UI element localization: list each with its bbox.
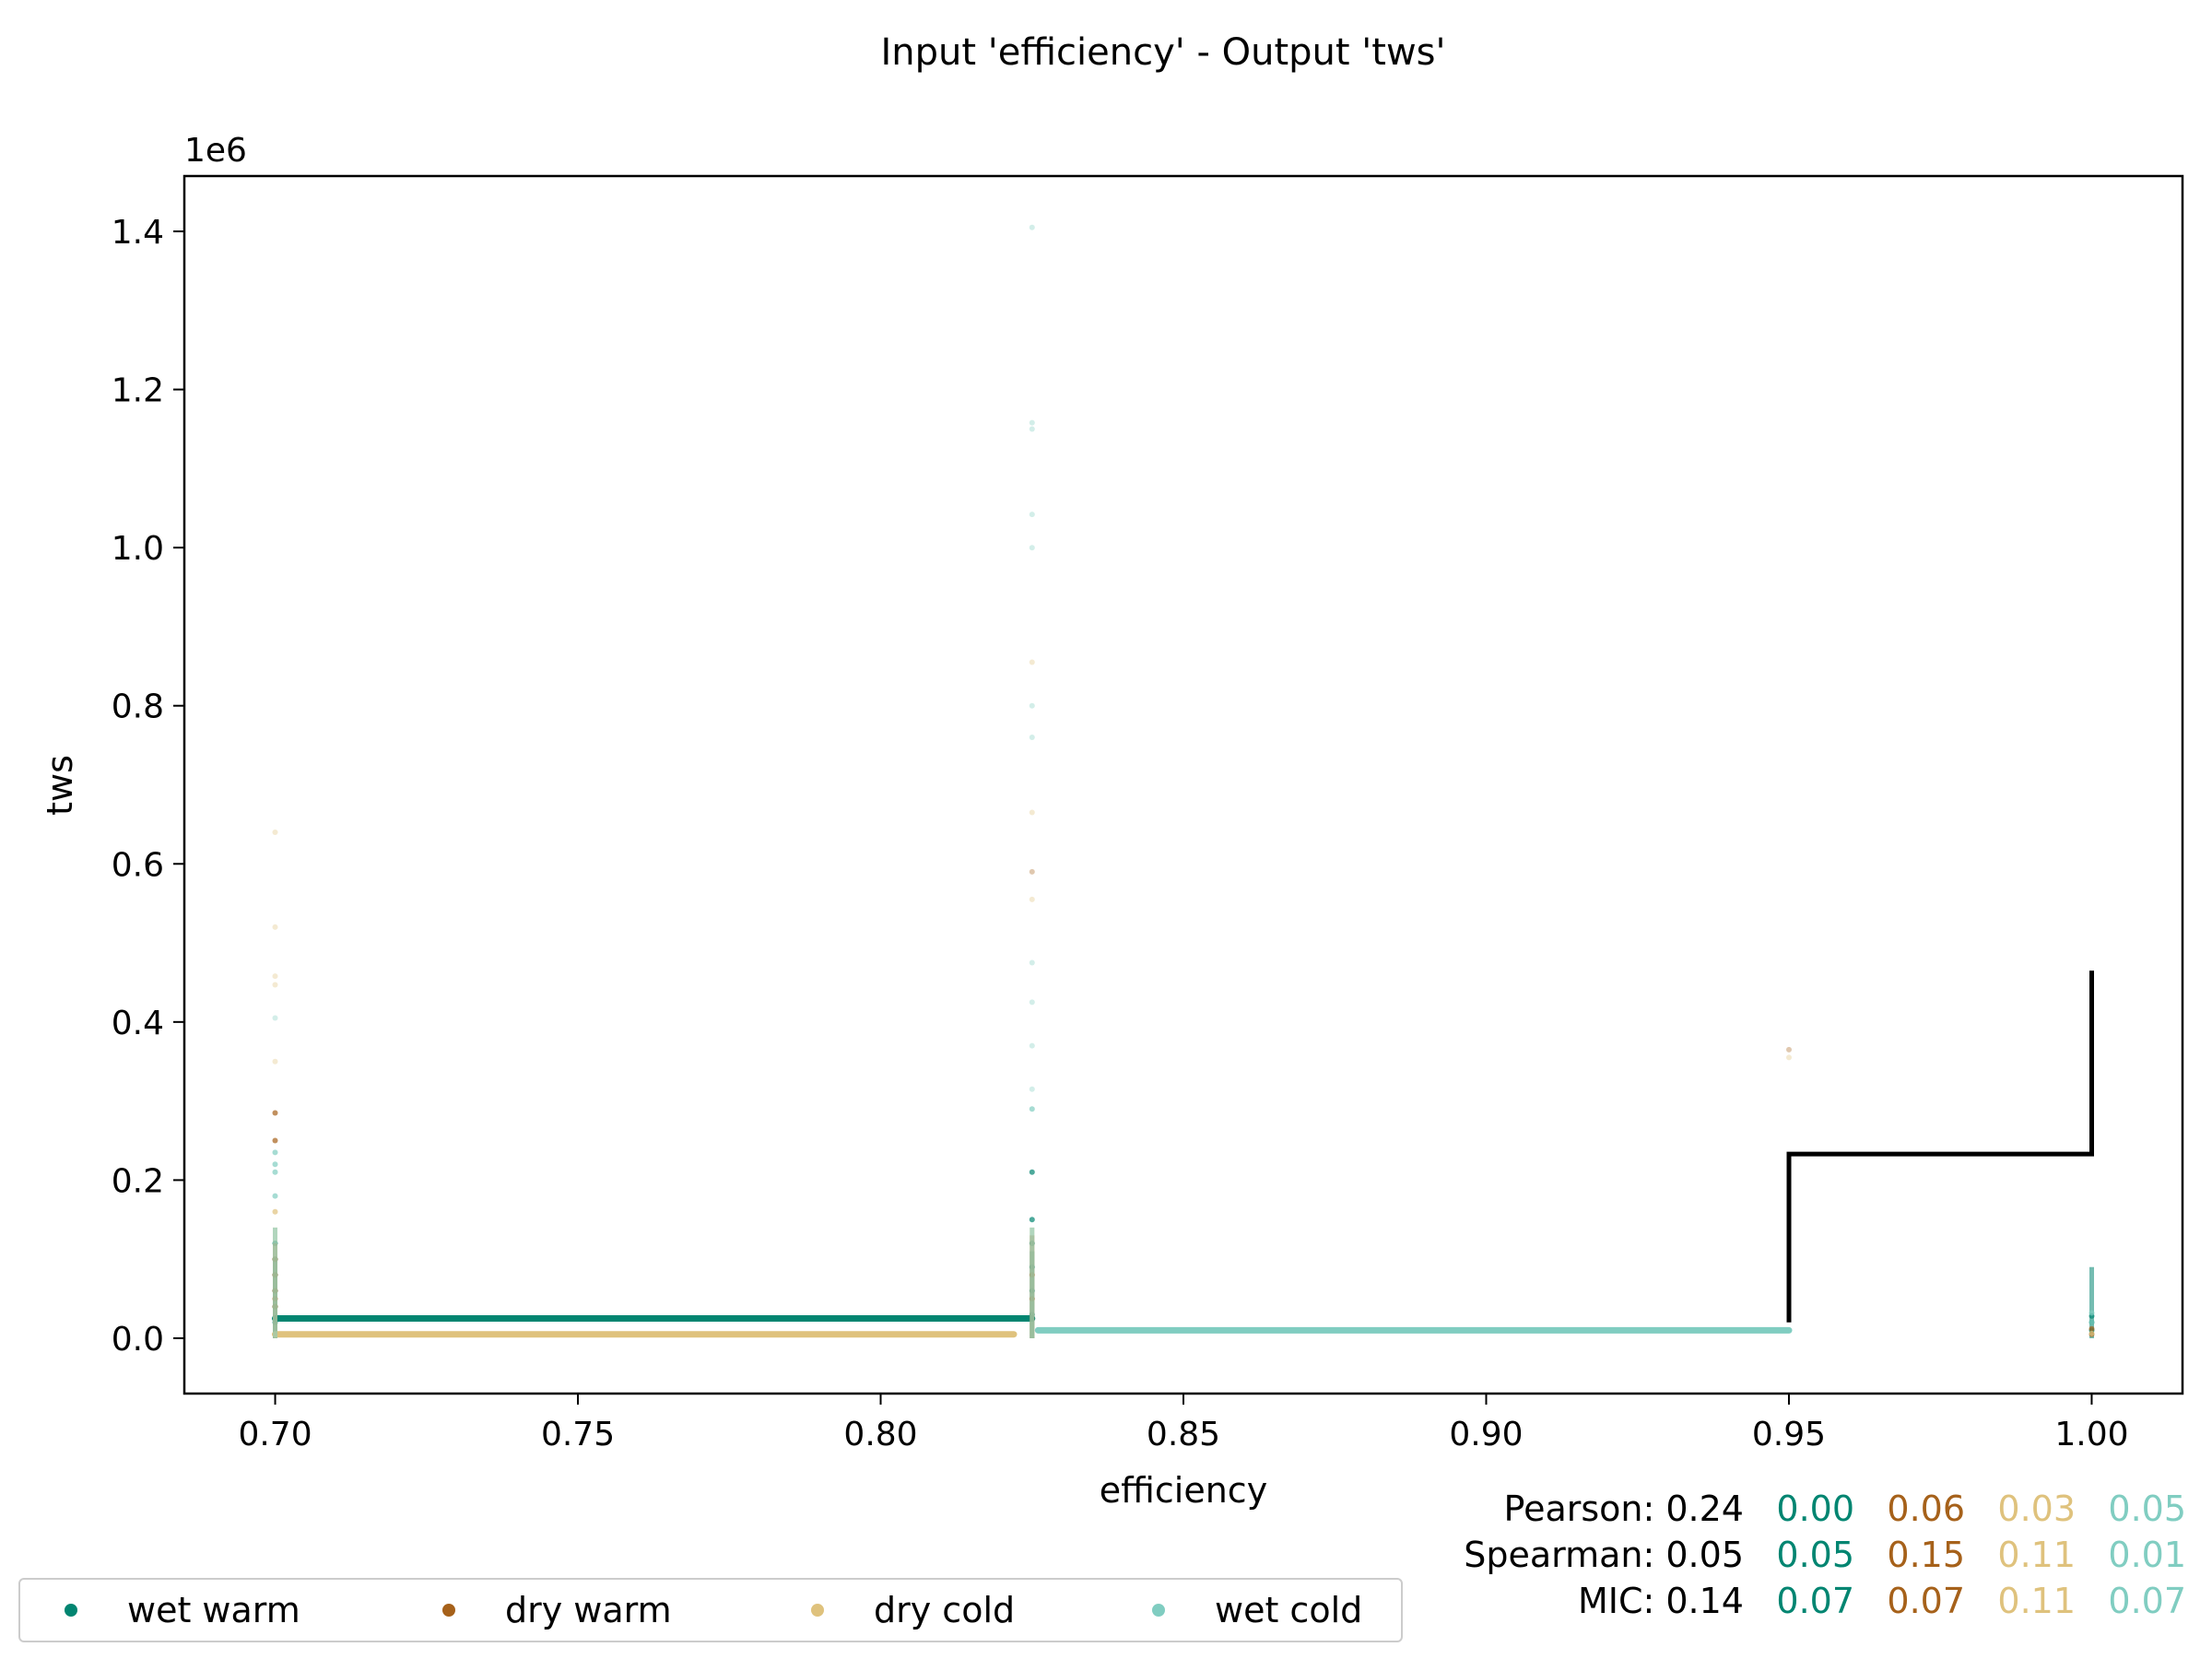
data-point <box>272 973 278 980</box>
y-tick-label: 1.2 <box>112 372 164 410</box>
stats-value: 0.07 <box>1887 1581 1965 1621</box>
data-point <box>1029 868 1035 875</box>
x-tick-label: 0.70 <box>238 1416 312 1453</box>
legend-marker <box>811 1604 824 1617</box>
data-point <box>1029 1217 1035 1223</box>
data-point <box>1029 735 1035 740</box>
data-point <box>2088 1319 2095 1325</box>
data-point <box>272 1149 278 1156</box>
data-point <box>272 1161 278 1168</box>
stats-value: 0.07 <box>2108 1581 2186 1621</box>
y-offset-label: 1e6 <box>184 132 247 170</box>
data-point <box>1029 659 1035 665</box>
data-point <box>272 1058 278 1065</box>
y-tick-label: 0.2 <box>112 1162 164 1200</box>
y-axis-ticks: 0.0 0.2 0.4 0.6 0.8 1.0 1.2 1.4 <box>112 214 184 1359</box>
legend-item: wet warm <box>65 1580 300 1641</box>
stats-row: Pearson: 0.24 0.00 0.06 0.03 0.05 <box>1464 1486 2186 1532</box>
stats-label: Spearman: 0.05 <box>1464 1535 1744 1575</box>
stats-value: 0.06 <box>1887 1488 1965 1529</box>
plot-frame <box>182 174 2184 1395</box>
series-dry-warm <box>272 868 2095 1338</box>
data-point <box>1029 896 1035 902</box>
data-point <box>1029 999 1035 1006</box>
step-line <box>1786 971 2094 1323</box>
data-point <box>2088 1330 2095 1336</box>
legend-label: wet warm <box>127 1590 300 1630</box>
series-wet-warm <box>272 1169 2095 1338</box>
data-point <box>1786 1046 1792 1053</box>
y-axis-label: tws <box>40 755 80 816</box>
stats-value: 0.15 <box>1887 1535 1965 1575</box>
data-point <box>1029 545 1035 551</box>
data-point <box>1029 959 1035 966</box>
correlation-stats: Pearson: 0.24 0.00 0.06 0.03 0.05 Spearman: 0… <box>1464 1486 2186 1624</box>
data-point <box>272 1137 278 1144</box>
x-tick-label: 1.00 <box>2054 1416 2128 1453</box>
plot-area <box>272 224 2095 1338</box>
data-point <box>1029 1169 1035 1175</box>
data-point <box>272 1193 278 1199</box>
data-point <box>2088 1325 2095 1332</box>
data-point <box>1029 224 1035 230</box>
y-tick-label: 0.0 <box>112 1321 164 1359</box>
x-tick-label: 0.85 <box>1147 1416 1220 1453</box>
data-point <box>272 1015 278 1021</box>
legend-marker <box>1152 1604 1165 1617</box>
stats-value: 0.01 <box>2108 1535 2186 1575</box>
data-point <box>1029 419 1035 426</box>
data-point <box>272 982 278 988</box>
data-point <box>272 1208 278 1215</box>
stats-value: 0.05 <box>1776 1535 1854 1575</box>
data-point <box>1029 809 1035 816</box>
data-point <box>1029 426 1035 432</box>
stats-value: 0.11 <box>1997 1581 2076 1621</box>
chart-title: Input 'efficiency' - Output 'tws' <box>880 31 1445 74</box>
y-tick-label: 1.4 <box>112 214 164 252</box>
data-point <box>272 830 278 835</box>
x-axis-label: efficiency <box>1100 1470 1267 1511</box>
legend-marker <box>442 1604 455 1617</box>
x-tick-label: 0.90 <box>1449 1416 1523 1453</box>
x-axis-ticks: 0.70 0.75 0.80 0.85 0.90 0.95 1.00 <box>238 1394 2129 1453</box>
stats-value: 0.11 <box>1997 1535 2076 1575</box>
y-tick-label: 0.8 <box>112 688 164 726</box>
series-wet-cold <box>272 224 2095 1338</box>
data-point <box>1029 512 1035 518</box>
stats-value: 0.05 <box>2108 1488 2186 1529</box>
x-tick-label: 0.95 <box>1752 1416 1826 1453</box>
legend-label: dry warm <box>505 1590 672 1630</box>
stats-row: Spearman: 0.05 0.05 0.15 0.11 0.01 <box>1464 1532 2186 1578</box>
data-point <box>1029 702 1035 709</box>
stats-value: 0.03 <box>1997 1488 2076 1529</box>
legend-label: dry cold <box>874 1590 1016 1630</box>
y-tick-label: 0.6 <box>112 846 164 884</box>
stats-value: 0.07 <box>1776 1581 1854 1621</box>
legend-item: dry warm <box>442 1580 672 1641</box>
stats-value: 0.00 <box>1776 1488 1854 1529</box>
legend: wet warm dry warm dry cold wet cold <box>18 1578 1403 1642</box>
legend-item: wet cold <box>1152 1580 1362 1641</box>
data-point <box>272 1169 278 1175</box>
legend-marker <box>65 1604 77 1617</box>
x-tick-label: 0.80 <box>843 1416 917 1453</box>
legend-item: dry cold <box>811 1580 1015 1641</box>
data-point <box>2088 1310 2095 1316</box>
stats-row: MIC: 0.14 0.07 0.07 0.11 0.07 <box>1464 1578 2186 1624</box>
series-dry-cold <box>272 659 2095 1338</box>
data-point <box>272 924 278 930</box>
y-tick-label: 1.0 <box>112 530 164 568</box>
stats-label: Pearson: 0.24 <box>1503 1488 1744 1529</box>
stats-label: MIC: 0.14 <box>1577 1581 1744 1621</box>
data-point <box>1029 1106 1035 1112</box>
y-tick-label: 0.4 <box>112 1005 164 1042</box>
data-point <box>1029 1042 1035 1049</box>
data-point <box>1786 1054 1792 1061</box>
x-tick-label: 0.75 <box>541 1416 615 1453</box>
data-point <box>1029 1086 1035 1092</box>
data-point <box>272 1110 278 1116</box>
legend-label: wet cold <box>1215 1590 1363 1630</box>
